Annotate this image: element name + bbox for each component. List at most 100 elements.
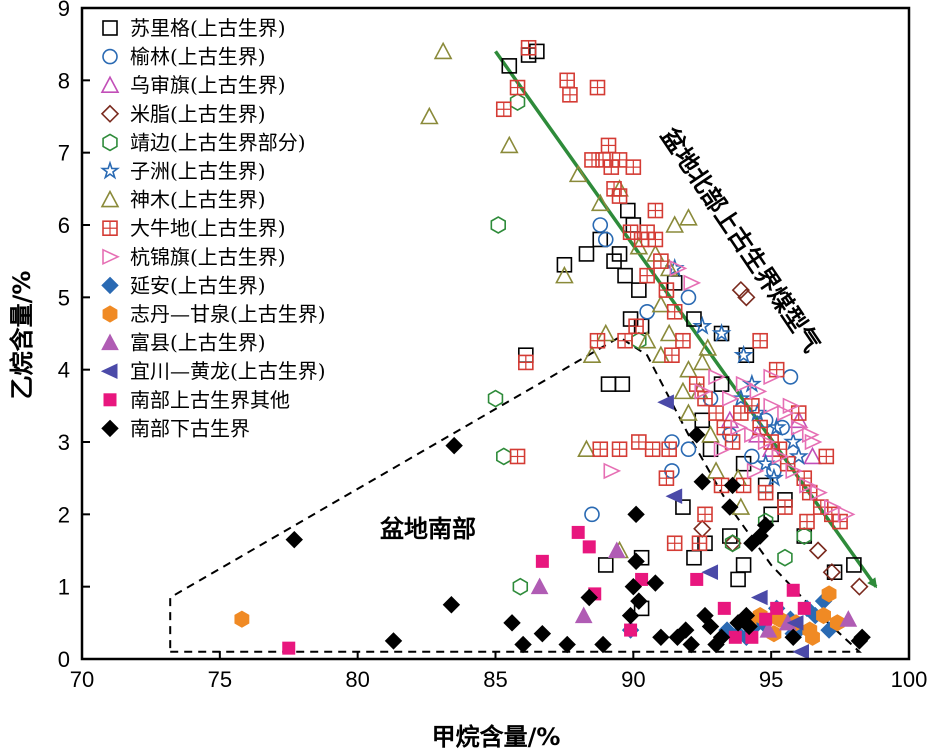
data-point bbox=[606, 253, 622, 269]
data-point bbox=[759, 621, 778, 638]
data-point bbox=[582, 345, 602, 364]
data-point bbox=[766, 417, 787, 437]
data-point bbox=[657, 394, 674, 411]
data-point bbox=[420, 106, 439, 125]
data-point bbox=[658, 470, 675, 486]
data-point bbox=[735, 375, 754, 393]
series-14 bbox=[285, 426, 871, 654]
data-point bbox=[533, 624, 552, 643]
data-point bbox=[722, 528, 738, 544]
data-point bbox=[589, 79, 606, 96]
data-point bbox=[496, 447, 512, 466]
legend: 苏里格(上古生界) 榆林(上古生界) 乌审旗(上古生界) 米脂(上古生界) 靖边(上古生… bbox=[100, 16, 326, 440]
north-trend-annotation: 盆地北部上古生界煤型气 bbox=[655, 123, 826, 358]
data-point bbox=[487, 389, 504, 408]
data-point bbox=[832, 513, 848, 530]
data-point bbox=[647, 231, 664, 248]
data-point bbox=[696, 606, 714, 625]
data-point bbox=[644, 441, 661, 458]
data-point bbox=[664, 347, 680, 364]
legend-item: 大牛地(上古生界) bbox=[102, 216, 286, 240]
legend-label: 南部下古生界 bbox=[130, 416, 250, 440]
data-point bbox=[752, 332, 768, 349]
legend-item: 南部下古生界 bbox=[101, 416, 250, 440]
data-point bbox=[724, 434, 741, 450]
data-points-layer bbox=[234, 39, 871, 660]
data-point bbox=[763, 397, 782, 415]
series-13 bbox=[282, 525, 811, 655]
x-tick-label: 95 bbox=[759, 667, 783, 692]
data-point bbox=[805, 628, 820, 646]
data-point bbox=[816, 607, 831, 625]
data-point bbox=[826, 564, 843, 581]
legend-item: 杭锦旗(上古生界) bbox=[102, 245, 286, 269]
data-point bbox=[607, 541, 626, 558]
data-point bbox=[490, 216, 506, 234]
data-point bbox=[804, 433, 823, 451]
data-point bbox=[597, 557, 614, 573]
data-point bbox=[679, 208, 698, 226]
data-point bbox=[810, 484, 828, 501]
series-8 bbox=[603, 260, 856, 523]
data-point bbox=[574, 606, 593, 624]
data-point bbox=[749, 383, 768, 400]
data-point bbox=[759, 612, 773, 626]
data-point bbox=[666, 535, 683, 552]
data-point bbox=[818, 448, 835, 465]
series-7 bbox=[495, 39, 848, 552]
data-point bbox=[784, 628, 802, 647]
data-point bbox=[611, 188, 628, 204]
data-point bbox=[708, 405, 724, 421]
data-point bbox=[728, 630, 742, 644]
y-tick-label: 8 bbox=[58, 68, 70, 93]
data-point bbox=[801, 426, 820, 444]
data-point bbox=[577, 439, 596, 458]
data-point bbox=[600, 137, 617, 154]
data-point bbox=[721, 498, 739, 516]
data-point bbox=[661, 441, 677, 458]
data-point bbox=[796, 527, 812, 545]
data-point bbox=[520, 39, 537, 56]
data-point bbox=[692, 352, 712, 371]
data-point bbox=[680, 441, 697, 458]
legend-marker bbox=[101, 333, 119, 351]
data-point bbox=[688, 376, 705, 392]
data-point bbox=[693, 473, 711, 491]
trend-line-layer bbox=[494, 50, 878, 589]
data-point bbox=[686, 311, 702, 327]
data-point bbox=[675, 499, 691, 515]
data-point bbox=[713, 376, 730, 392]
data-point bbox=[677, 621, 695, 639]
data-point bbox=[777, 548, 793, 567]
legend-item: 延安(上古生界) bbox=[101, 273, 266, 297]
data-point bbox=[799, 513, 815, 530]
x-tick-label: 100 bbox=[891, 667, 928, 692]
data-point bbox=[282, 641, 296, 655]
legend-marker bbox=[100, 104, 120, 123]
x-tick-label: 90 bbox=[621, 667, 645, 692]
data-point bbox=[603, 462, 622, 480]
data-point bbox=[788, 445, 809, 465]
data-point bbox=[730, 571, 746, 588]
y-axis-title: 乙烷含量/% bbox=[8, 271, 36, 400]
data-point bbox=[627, 552, 645, 571]
data-point bbox=[625, 159, 642, 175]
legend-item: 南部上古生界其他 bbox=[103, 388, 290, 412]
legend-label: 靖边(上古生界部分) bbox=[130, 130, 306, 154]
legend-marker bbox=[100, 363, 118, 379]
data-point bbox=[592, 441, 609, 458]
y-tick-label: 6 bbox=[58, 213, 70, 238]
y-tick-label: 7 bbox=[58, 141, 70, 166]
data-point bbox=[624, 623, 638, 637]
data-point bbox=[646, 574, 665, 592]
data-point bbox=[782, 369, 799, 385]
data-point bbox=[770, 601, 784, 615]
legend-item: 宜川—黄龙(上古生界) bbox=[100, 359, 326, 383]
data-point bbox=[679, 403, 698, 421]
data-point bbox=[756, 516, 775, 534]
data-point bbox=[783, 431, 804, 451]
data-point bbox=[647, 202, 664, 219]
trend-arrow bbox=[494, 50, 878, 589]
data-point bbox=[792, 643, 809, 660]
data-point bbox=[658, 282, 675, 298]
